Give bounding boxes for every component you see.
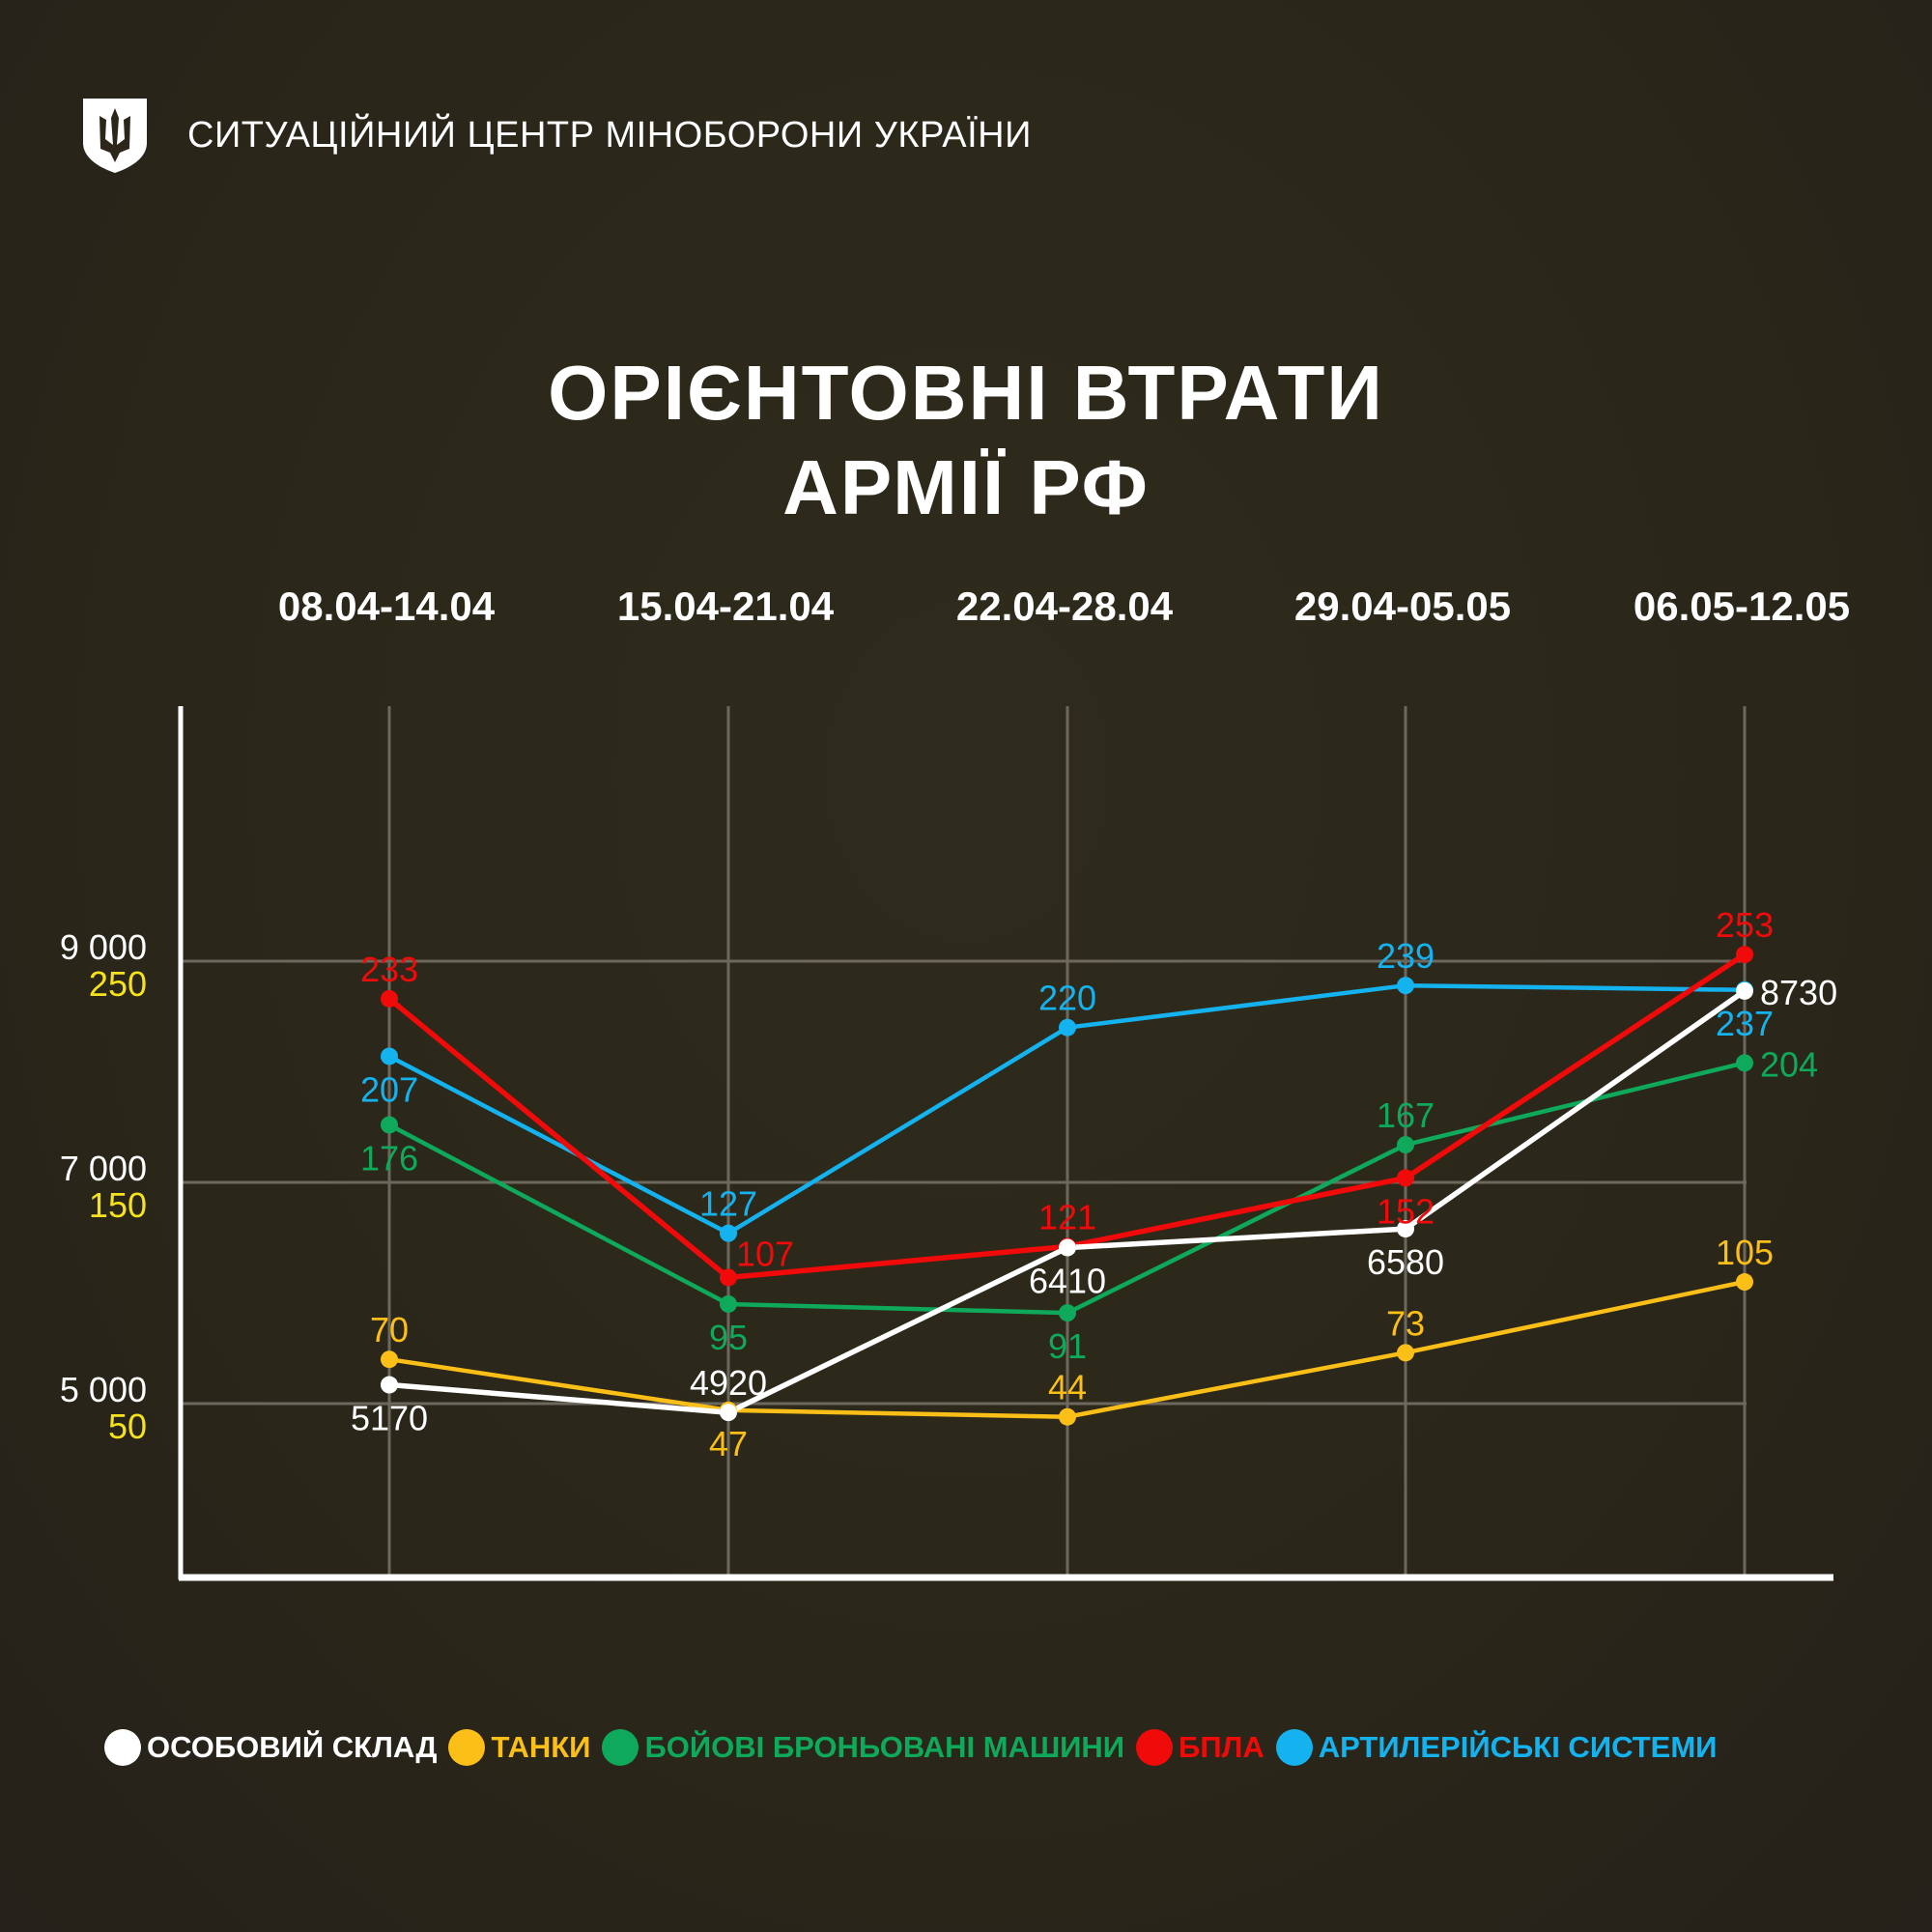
legend-item: БПЛА <box>1136 1729 1264 1766</box>
data-point <box>1397 1344 1414 1362</box>
data-point <box>720 1224 737 1242</box>
data-label: 44 <box>1048 1368 1087 1407</box>
title-line-2: АРМІЇ РФ <box>782 444 1150 530</box>
data-label: 95 <box>709 1318 748 1357</box>
data-point <box>720 1268 737 1287</box>
legend-label: АРТИЛЕРІЙСЬКІ СИСТЕМИ <box>1318 1730 1718 1764</box>
data-label: 204 <box>1760 1044 1818 1084</box>
data-label: 91 <box>1048 1326 1087 1366</box>
data-label: 8730 <box>1760 973 1837 1012</box>
legend-label: БПЛА <box>1179 1730 1264 1764</box>
data-label: 107 <box>736 1234 794 1273</box>
data-point <box>381 1376 398 1394</box>
legend-item: АРТИЛЕРІЙСЬКІ СИСТЕМИ <box>1275 1729 1718 1766</box>
chart-title: ОРІЄНТОВНІ ВТРАТИ АРМІЇ РФ <box>0 346 1932 535</box>
data-label: 239 <box>1377 936 1435 976</box>
period-label: 15.04-21.04 <box>616 583 835 629</box>
data-point <box>1059 1018 1076 1037</box>
data-label: 207 <box>360 1069 418 1109</box>
legend-dot-icon <box>1275 1729 1313 1766</box>
data-label: 121 <box>1038 1197 1096 1236</box>
y-tick-secondary: 50 <box>107 1406 147 1446</box>
legend-dot-icon <box>104 1729 141 1766</box>
legend-dot-icon <box>1136 1729 1174 1766</box>
data-label: 176 <box>360 1138 418 1178</box>
data-label: 233 <box>360 950 418 989</box>
data-label: 152 <box>1377 1191 1435 1231</box>
data-point <box>381 1047 398 1065</box>
data-point <box>720 1404 737 1422</box>
legend-item: БОЙОВІ БРОНЬОВАНІ МАШИНИ <box>602 1729 1124 1766</box>
legend-dot-icon <box>602 1729 639 1766</box>
data-label: 6580 <box>1367 1242 1444 1282</box>
y-tick-secondary: 250 <box>88 964 147 1004</box>
data-label: 220 <box>1038 979 1096 1018</box>
data-point <box>1397 1136 1414 1154</box>
data-point <box>1397 977 1414 995</box>
legend-item: ТАНКИ <box>448 1729 590 1766</box>
y-tick-primary: 7 000 <box>59 1149 147 1188</box>
data-label: 73 <box>1386 1303 1425 1343</box>
data-point <box>1397 1220 1414 1238</box>
data-point <box>1059 1407 1076 1426</box>
data-label: 5170 <box>351 1399 428 1438</box>
legend-label: ТАНКИ <box>491 1730 591 1764</box>
data-label: 47 <box>709 1424 748 1463</box>
legend-label: ОСОБОВИЙ СКЛАД <box>147 1730 438 1764</box>
legend-label: БОЙОВІ БРОНЬОВАНІ МАШИНИ <box>644 1730 1125 1764</box>
data-point <box>1736 1054 1753 1072</box>
data-label: 70 <box>370 1310 409 1350</box>
data-label: 4920 <box>690 1363 767 1403</box>
data-label: 253 <box>1716 905 1774 945</box>
period-label: 06.05-12.05 <box>1633 583 1851 629</box>
data-point <box>381 1116 398 1134</box>
legend-item: ОСОБОВИЙ СКЛАД <box>104 1729 437 1766</box>
legend-dot-icon <box>448 1729 486 1766</box>
header: СИТУАЦІЙНИЙ ЦЕНТР МІНОБОРОНИ УКРАЇНИ <box>81 97 1032 174</box>
period-label: 29.04-05.05 <box>1293 583 1512 629</box>
data-point <box>1736 946 1753 964</box>
y-tick-secondary: 150 <box>88 1185 147 1225</box>
legend: ОСОБОВИЙ СКЛАД ТАНКИ БОЙОВІ БРОНЬОВАНІ МАШ… <box>104 1729 1728 1766</box>
data-point <box>1736 1273 1753 1292</box>
data-label: 105 <box>1716 1233 1774 1272</box>
data-label: 6410 <box>1029 1262 1106 1301</box>
data-point <box>720 1294 737 1313</box>
period-label: 08.04-14.04 <box>277 583 496 629</box>
title-line-1: ОРІЄНТОВНІ ВТРАТИ <box>548 350 1384 436</box>
y-tick-primary: 5 000 <box>59 1370 147 1409</box>
data-point <box>1059 1238 1076 1257</box>
data-point <box>381 1350 398 1369</box>
data-point <box>381 989 398 1008</box>
data-label: 237 <box>1716 1004 1774 1043</box>
data-label: 127 <box>699 1184 757 1224</box>
org-name: СИТУАЦІЙНИЙ ЦЕНТР МІНОБОРОНИ УКРАЇНИ <box>187 114 1032 156</box>
trident-shield-icon <box>83 99 147 173</box>
period-label: 22.04-28.04 <box>955 583 1174 629</box>
data-point <box>1397 1169 1414 1187</box>
data-point <box>1736 981 1753 1000</box>
data-point <box>1059 1304 1076 1322</box>
data-label: 167 <box>1377 1095 1435 1135</box>
y-tick-primary: 9 000 <box>59 927 147 967</box>
